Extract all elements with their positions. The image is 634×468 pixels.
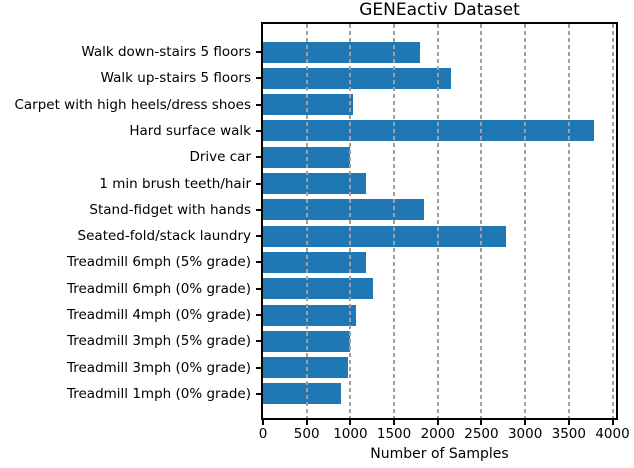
bar <box>263 225 506 247</box>
x-tick-label: 1000 <box>333 426 368 442</box>
bar <box>263 94 353 116</box>
x-tick-label: 1500 <box>376 426 412 442</box>
gridline-x-3000 <box>524 24 527 418</box>
y-tick-mark <box>256 261 261 264</box>
chart-title: GENEactiv Dataset <box>359 0 520 20</box>
y-tick-mark <box>256 103 261 106</box>
y-tick-label: Treadmill 6mph (5% grade) <box>66 254 251 271</box>
y-tick-mark <box>256 208 261 211</box>
x-tick-label: 2000 <box>420 426 455 442</box>
x-tick-mark <box>567 420 570 425</box>
x-tick-label: 4000 <box>595 426 630 442</box>
y-tick-label: Seated-fold/stack laundry <box>77 228 251 245</box>
y-tick-mark <box>256 51 261 53</box>
x-tick-label: 500 <box>293 426 320 442</box>
y-tick-mark <box>256 77 261 80</box>
x-axis-label: Number of Samples <box>370 446 509 462</box>
gridline-x-1000 <box>349 24 352 418</box>
gridline-x-3500 <box>567 24 570 418</box>
bar <box>263 199 424 221</box>
bar <box>263 41 421 63</box>
x-tick-mark <box>524 420 527 425</box>
x-tick-mark <box>611 420 614 425</box>
y-tick-label: Treadmill 6mph (0% grade) <box>66 280 251 297</box>
bar <box>263 278 374 300</box>
x-tick-mark <box>305 420 308 425</box>
x-tick-mark <box>480 420 483 425</box>
bar <box>263 304 356 326</box>
y-tick-label: 1 min brush teeth/hair <box>99 175 251 192</box>
gridline-x-500 <box>305 24 308 418</box>
y-tick-mark <box>256 129 261 132</box>
bar <box>263 383 341 405</box>
x-tick-label: 0 <box>258 426 268 442</box>
x-tick-mark <box>393 420 396 425</box>
y-tick-mark <box>256 287 261 290</box>
y-tick-label: Hard surface walk <box>129 122 251 139</box>
y-tick-label: Walk up-stairs 5 floors <box>100 70 251 87</box>
y-tick-mark <box>256 366 261 369</box>
x-tick-label: 3500 <box>551 426 586 442</box>
y-tick-label: Treadmill 3mph (5% grade) <box>66 333 251 350</box>
bar <box>263 120 595 142</box>
bar <box>263 173 367 194</box>
gridline-x-2500 <box>480 24 483 418</box>
x-tick-mark <box>262 420 264 425</box>
x-tick-label: 3000 <box>507 426 543 442</box>
y-tick-mark <box>256 340 261 343</box>
bar <box>263 251 367 273</box>
gridline-x-4000 <box>611 24 614 418</box>
bar <box>263 357 348 379</box>
y-tick-label: Stand-fidget with hands <box>89 201 251 218</box>
y-tick-label: Treadmill 3mph (0% grade) <box>66 359 251 376</box>
gridline-x-1500 <box>393 24 396 418</box>
x-tick-mark <box>349 420 352 425</box>
y-tick-mark <box>256 235 261 238</box>
bar <box>263 67 451 89</box>
y-tick-mark <box>256 314 261 316</box>
y-tick-label: Walk down-stairs 5 floors <box>81 44 251 60</box>
y-tick-mark <box>256 182 261 185</box>
y-tick-label: Carpet with high heels/dress shoes <box>14 96 251 113</box>
plot-area <box>261 22 618 420</box>
y-tick-label: Treadmill 4mph (0% grade) <box>66 307 251 323</box>
y-tick-label: Drive car <box>189 149 251 166</box>
y-tick-label: Treadmill 1mph (0% grade) <box>66 385 251 402</box>
y-tick-mark <box>256 392 261 395</box>
y-tick-mark <box>256 156 261 159</box>
x-tick-label: 2500 <box>464 426 499 442</box>
gridline-x-2000 <box>436 24 439 418</box>
x-tick-mark <box>436 420 439 425</box>
